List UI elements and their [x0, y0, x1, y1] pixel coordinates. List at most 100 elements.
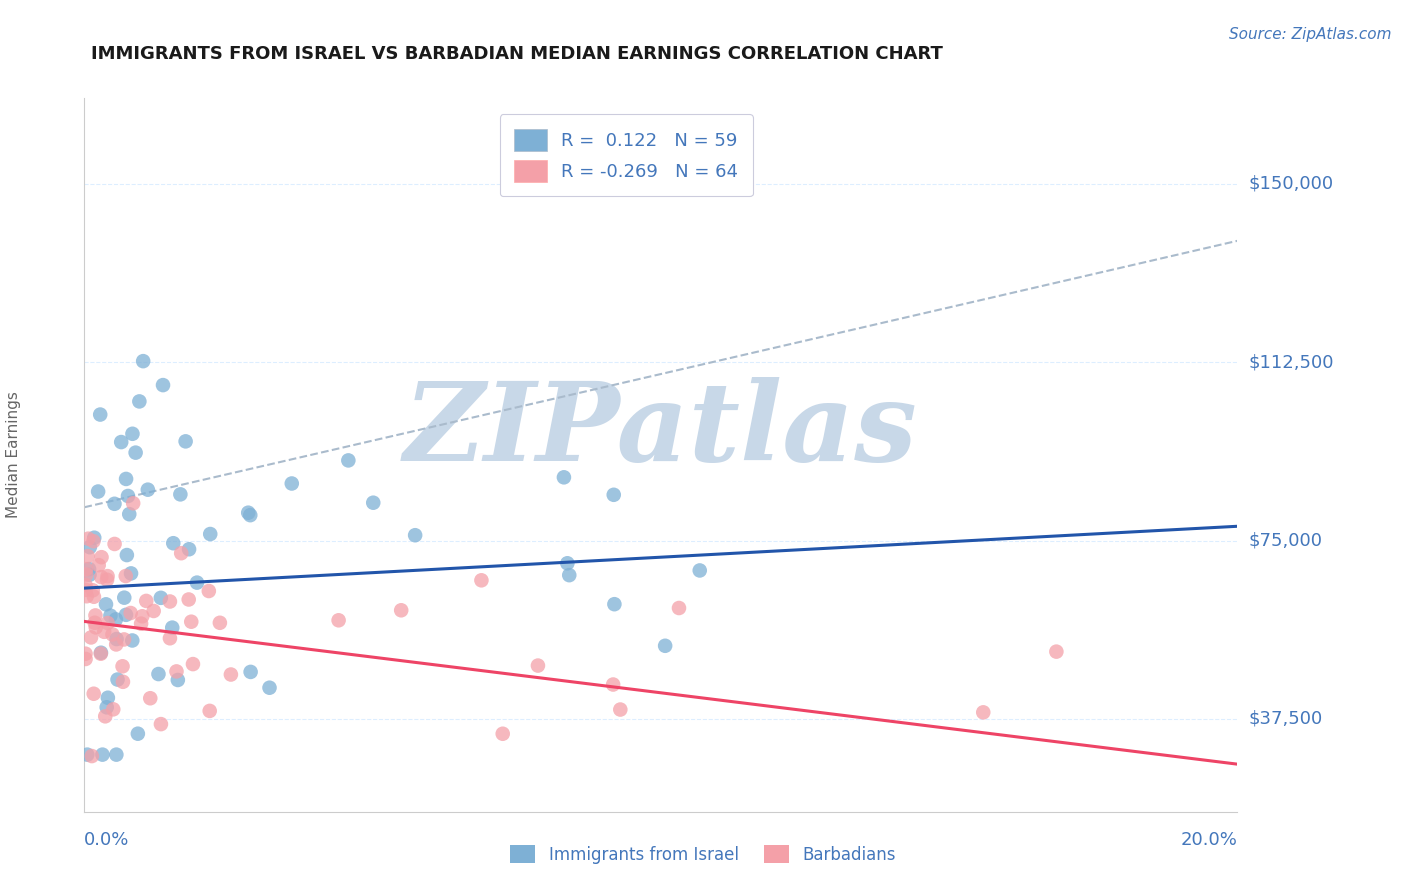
- Point: [602, 677, 624, 691]
- Point: [121, 426, 143, 441]
- Point: [83, 590, 105, 604]
- Point: [654, 639, 676, 653]
- Point: [131, 609, 153, 624]
- Point: [96, 573, 118, 587]
- Text: $150,000: $150,000: [1249, 175, 1334, 193]
- Point: [105, 637, 128, 651]
- Point: [101, 627, 124, 641]
- Point: [97, 615, 120, 630]
- Point: [103, 537, 125, 551]
- Legend: R =  0.122   N = 59, R = -0.269   N = 64: R = 0.122 N = 59, R = -0.269 N = 64: [499, 114, 752, 196]
- Point: [112, 591, 135, 605]
- Point: [972, 706, 994, 720]
- Point: [558, 568, 581, 582]
- Point: [118, 507, 141, 521]
- Point: [75, 562, 97, 576]
- Point: [337, 453, 360, 467]
- Text: Source: ZipAtlas.com: Source: ZipAtlas.com: [1229, 27, 1392, 42]
- Point: [75, 567, 97, 582]
- Point: [111, 674, 134, 689]
- Point: [76, 747, 98, 762]
- Point: [603, 597, 626, 611]
- Point: [110, 435, 132, 450]
- Point: [83, 615, 105, 630]
- Point: [75, 578, 97, 592]
- Point: [83, 687, 105, 701]
- Point: [75, 652, 97, 666]
- Point: [115, 548, 138, 562]
- Point: [122, 496, 145, 510]
- Point: [609, 702, 631, 716]
- Point: [238, 506, 260, 520]
- Point: [259, 681, 281, 695]
- Text: $75,000: $75,000: [1249, 532, 1323, 549]
- Point: [136, 483, 159, 497]
- Point: [90, 570, 112, 584]
- Point: [100, 608, 122, 623]
- Point: [87, 558, 110, 573]
- Point: [120, 606, 142, 620]
- Point: [115, 607, 138, 622]
- Point: [76, 549, 98, 563]
- Point: [90, 550, 112, 565]
- Point: [170, 546, 193, 560]
- Point: [105, 632, 128, 646]
- Point: [328, 613, 350, 627]
- Point: [470, 574, 492, 588]
- Point: [97, 690, 120, 705]
- Point: [159, 594, 181, 608]
- Point: [152, 378, 174, 392]
- Point: [90, 646, 112, 660]
- Point: [77, 532, 100, 546]
- Point: [82, 534, 104, 549]
- Point: [149, 591, 172, 605]
- Point: [177, 592, 200, 607]
- Point: [82, 583, 104, 598]
- Point: [87, 484, 110, 499]
- Point: [603, 488, 626, 502]
- Point: [162, 621, 184, 635]
- Point: [239, 665, 262, 679]
- Point: [142, 604, 165, 618]
- Point: [129, 616, 152, 631]
- Point: [404, 528, 426, 542]
- Point: [159, 632, 181, 646]
- Point: [177, 542, 200, 557]
- Point: [127, 727, 149, 741]
- Point: [281, 476, 304, 491]
- Point: [91, 747, 114, 762]
- Point: [93, 624, 115, 639]
- Point: [181, 657, 204, 671]
- Point: [112, 632, 135, 647]
- Point: [148, 667, 170, 681]
- Point: [104, 612, 127, 626]
- Point: [77, 562, 100, 576]
- Point: [83, 531, 105, 545]
- Point: [89, 408, 111, 422]
- Point: [97, 569, 120, 583]
- Text: Median Earnings: Median Earnings: [6, 392, 21, 518]
- Text: 0.0%: 0.0%: [84, 830, 129, 849]
- Point: [198, 704, 221, 718]
- Point: [111, 659, 134, 673]
- Point: [149, 717, 172, 731]
- Point: [527, 658, 550, 673]
- Text: $37,500: $37,500: [1249, 710, 1323, 728]
- Text: 20.0%: 20.0%: [1181, 830, 1237, 849]
- Point: [121, 633, 143, 648]
- Point: [80, 631, 103, 645]
- Point: [492, 727, 515, 741]
- Point: [200, 527, 222, 541]
- Text: IMMIGRANTS FROM ISRAEL VS BARBADIAN MEDIAN EARNINGS CORRELATION CHART: IMMIGRANTS FROM ISRAEL VS BARBADIAN MEDI…: [91, 45, 943, 62]
- Point: [103, 497, 125, 511]
- Point: [84, 620, 107, 634]
- Point: [186, 575, 208, 590]
- Point: [90, 647, 112, 661]
- Point: [162, 536, 184, 550]
- Legend: Immigrants from Israel, Barbadians: Immigrants from Israel, Barbadians: [503, 838, 903, 871]
- Text: ZIPatlas: ZIPatlas: [404, 377, 918, 485]
- Point: [132, 354, 155, 368]
- Point: [120, 566, 142, 581]
- Point: [80, 749, 103, 764]
- Point: [139, 691, 162, 706]
